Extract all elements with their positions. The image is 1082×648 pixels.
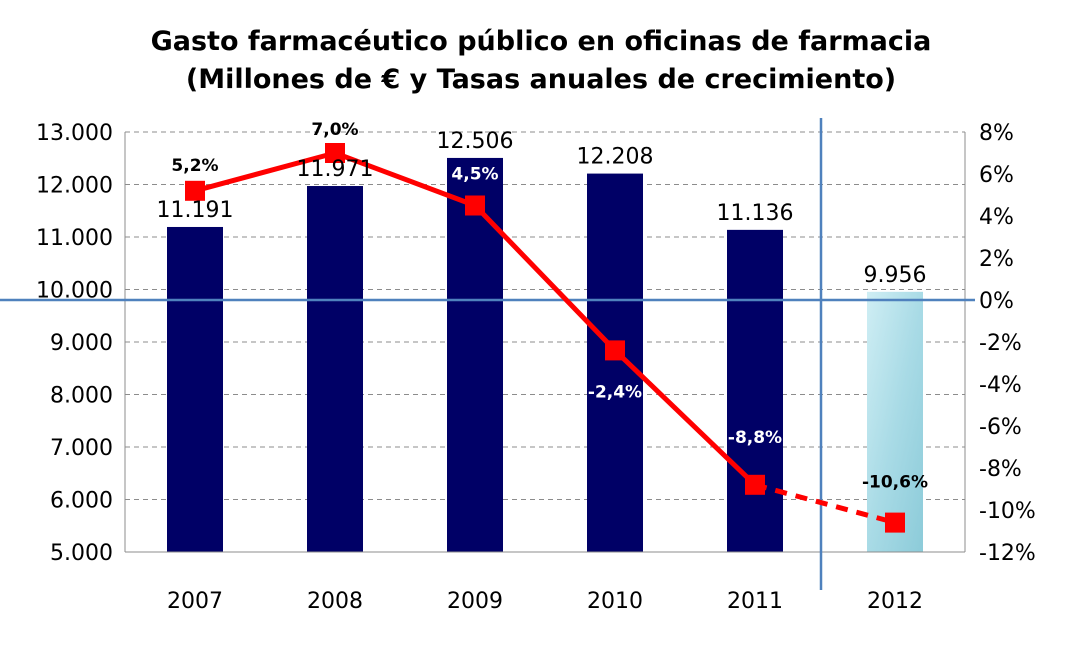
growth-value-label: 5,2%: [171, 156, 218, 176]
growth-value-label: 7,0%: [311, 120, 358, 140]
x-tick-label: 2011: [727, 589, 783, 614]
line-series: [185, 143, 905, 533]
growth-marker: [185, 180, 205, 201]
y-right-tick-label: -10%: [979, 499, 1036, 524]
growth-marker: [885, 512, 905, 533]
y-left-tick-label: 11.000: [36, 226, 113, 251]
y-right-tick-label: -8%: [979, 457, 1022, 482]
bar-value-label: 11.971: [297, 157, 374, 182]
growth-marker: [745, 474, 765, 495]
y-left-tick-label: 7.000: [50, 436, 113, 461]
x-tick-label: 2009: [447, 589, 503, 614]
y-right-tick-label: 4%: [979, 205, 1014, 230]
growth-value-label: -10,6%: [862, 473, 928, 493]
growth-marker: [605, 340, 625, 361]
growth-value-label: 4,5%: [451, 165, 498, 185]
y-left-tick-label: 6.000: [50, 489, 113, 514]
growth-value-label: -2,4%: [588, 382, 642, 402]
bar-value-label: 12.208: [577, 145, 654, 170]
x-tick-label: 2012: [867, 589, 923, 614]
bar: [307, 186, 363, 552]
bar: [447, 157, 503, 552]
y-left-tick-label: 9.000: [50, 331, 113, 356]
bar-value-label: 11.136: [717, 201, 794, 226]
y-left-tick-label: 12.000: [36, 174, 113, 199]
y-right-tick-label: -6%: [979, 415, 1022, 440]
y-right-tick-label: 8%: [979, 121, 1014, 146]
bar: [587, 173, 643, 552]
y-right-tick-label: 6%: [979, 163, 1014, 188]
growth-marker: [325, 143, 345, 163]
data-labels: 11.191 11.971 12.506 12.208 11.136 9.956 5,2% 7…: [157, 120, 929, 493]
x-tick-label: 2007: [167, 589, 223, 614]
y-right-tick-label: -4%: [979, 373, 1022, 398]
bar-series: [167, 157, 923, 553]
bar-value-label: 12.506: [437, 129, 514, 154]
growth-line-projected: [754, 482, 896, 526]
y-right-tick-label: 0%: [979, 289, 1014, 314]
bar: [727, 229, 783, 553]
bar-value-label: 9.956: [864, 263, 927, 288]
bar: [167, 226, 223, 552]
growth-marker: [465, 195, 485, 216]
chart-title: Gasto farmacéutico público en oficinas d…: [151, 26, 932, 57]
y-right-tick-label: -2%: [979, 331, 1022, 356]
x-tick-label: 2008: [307, 589, 363, 614]
chart-subtitle: (Millones de € y Tasas anuales de crecim…: [186, 64, 896, 95]
y-left-tick-label: 8.000: [50, 384, 113, 409]
bar-projected: [867, 291, 923, 552]
x-tick-label: 2010: [587, 589, 643, 614]
y-left-tick-label: 13.000: [36, 121, 113, 146]
y-right-tick-label: 2%: [979, 247, 1014, 272]
axes: 5.0006.0007.0008.0009.00010.00011.00012.…: [0, 118, 1036, 614]
growth-value-label: -8,8%: [728, 428, 782, 448]
y-right-tick-label: -12%: [979, 541, 1036, 566]
bar-value-label: 11.191: [157, 198, 234, 223]
y-left-tick-label: 5.000: [50, 541, 113, 566]
